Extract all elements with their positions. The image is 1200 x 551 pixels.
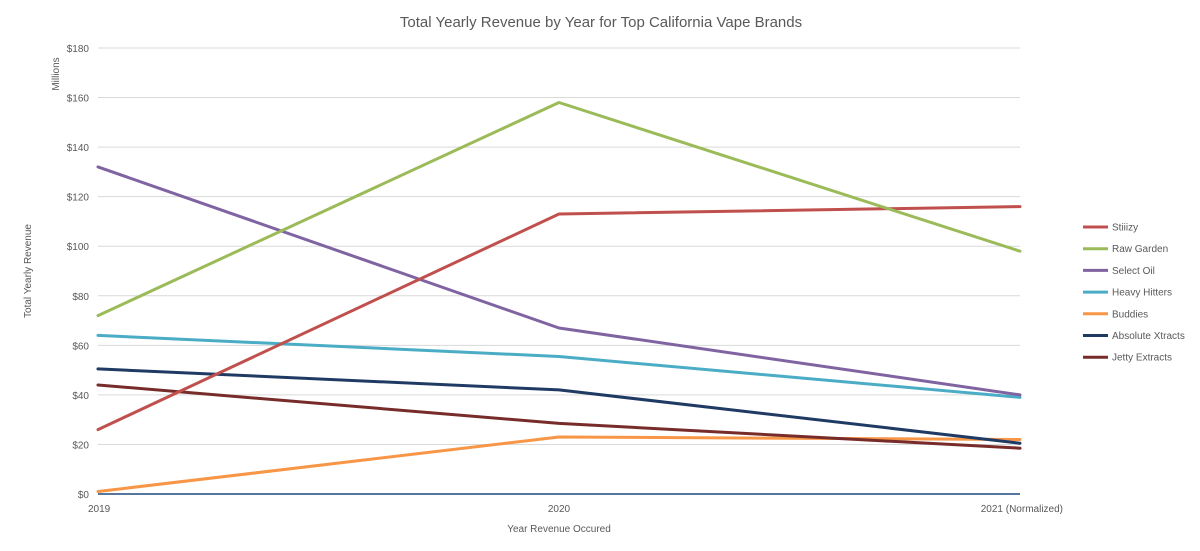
legend-label-stiiizy: Stiiizy	[1112, 223, 1138, 234]
series-line-absolute-xtracts	[96, 367, 1022, 445]
y-tick-label: $0	[78, 490, 90, 501]
series-line-jetty-extracts	[96, 383, 1022, 450]
x-axis-title: Year Revenue Occured	[507, 524, 611, 535]
legend-label-jetty-extracts: Jetty Extracts	[1112, 353, 1172, 364]
y-tick-label: $80	[72, 292, 89, 303]
series-line-raw-garden	[96, 101, 1022, 318]
series-line-stiiizy	[96, 205, 1022, 432]
x-tick-label: 2020	[548, 504, 571, 515]
legend-label-select-oil: Select Oil	[1112, 266, 1155, 277]
y-tick-label: $180	[67, 44, 90, 55]
series-lines	[96, 101, 1022, 493]
y-tick-label: $40	[72, 391, 89, 402]
series-line-heavy-hitters	[96, 333, 1022, 399]
y-tick-labels: $0 $20 $40 $60 $80 $100 $120 $140 $160 $180	[67, 44, 90, 501]
y-tick-label: $120	[67, 193, 90, 204]
y-tick-label: $20	[72, 440, 89, 451]
legend-label-buddies: Buddies	[1112, 309, 1148, 320]
legend: Stiiizy Raw Garden Select Oil Heavy Hitters…	[1083, 223, 1185, 364]
y-axis-title: Total Yearly Revenue	[23, 224, 34, 318]
legend-label-heavy-hitters: Heavy Hitters	[1112, 288, 1172, 299]
y-tick-label: $60	[72, 341, 89, 352]
y-tick-label: $160	[67, 94, 90, 105]
x-tick-label: 2021 (Normalized)	[981, 504, 1063, 515]
legend-label-raw-garden: Raw Garden	[1112, 244, 1168, 255]
series-line-buddies	[96, 435, 1022, 493]
y-tick-label: $100	[67, 242, 90, 253]
x-tick-label: 2019	[88, 504, 111, 515]
y-tick-label: $140	[67, 143, 90, 154]
gridlines	[98, 47, 1020, 445]
y-unit-label: Millions	[51, 57, 62, 90]
x-tick-labels: 2019 2020 2021 (Normalized)	[88, 504, 1063, 515]
chart-title: Total Yearly Revenue by Year for Top Cal…	[400, 14, 802, 31]
series-line-select-oil	[96, 165, 1022, 397]
legend-label-absolute-xtracts: Absolute Xtracts	[1112, 331, 1185, 342]
